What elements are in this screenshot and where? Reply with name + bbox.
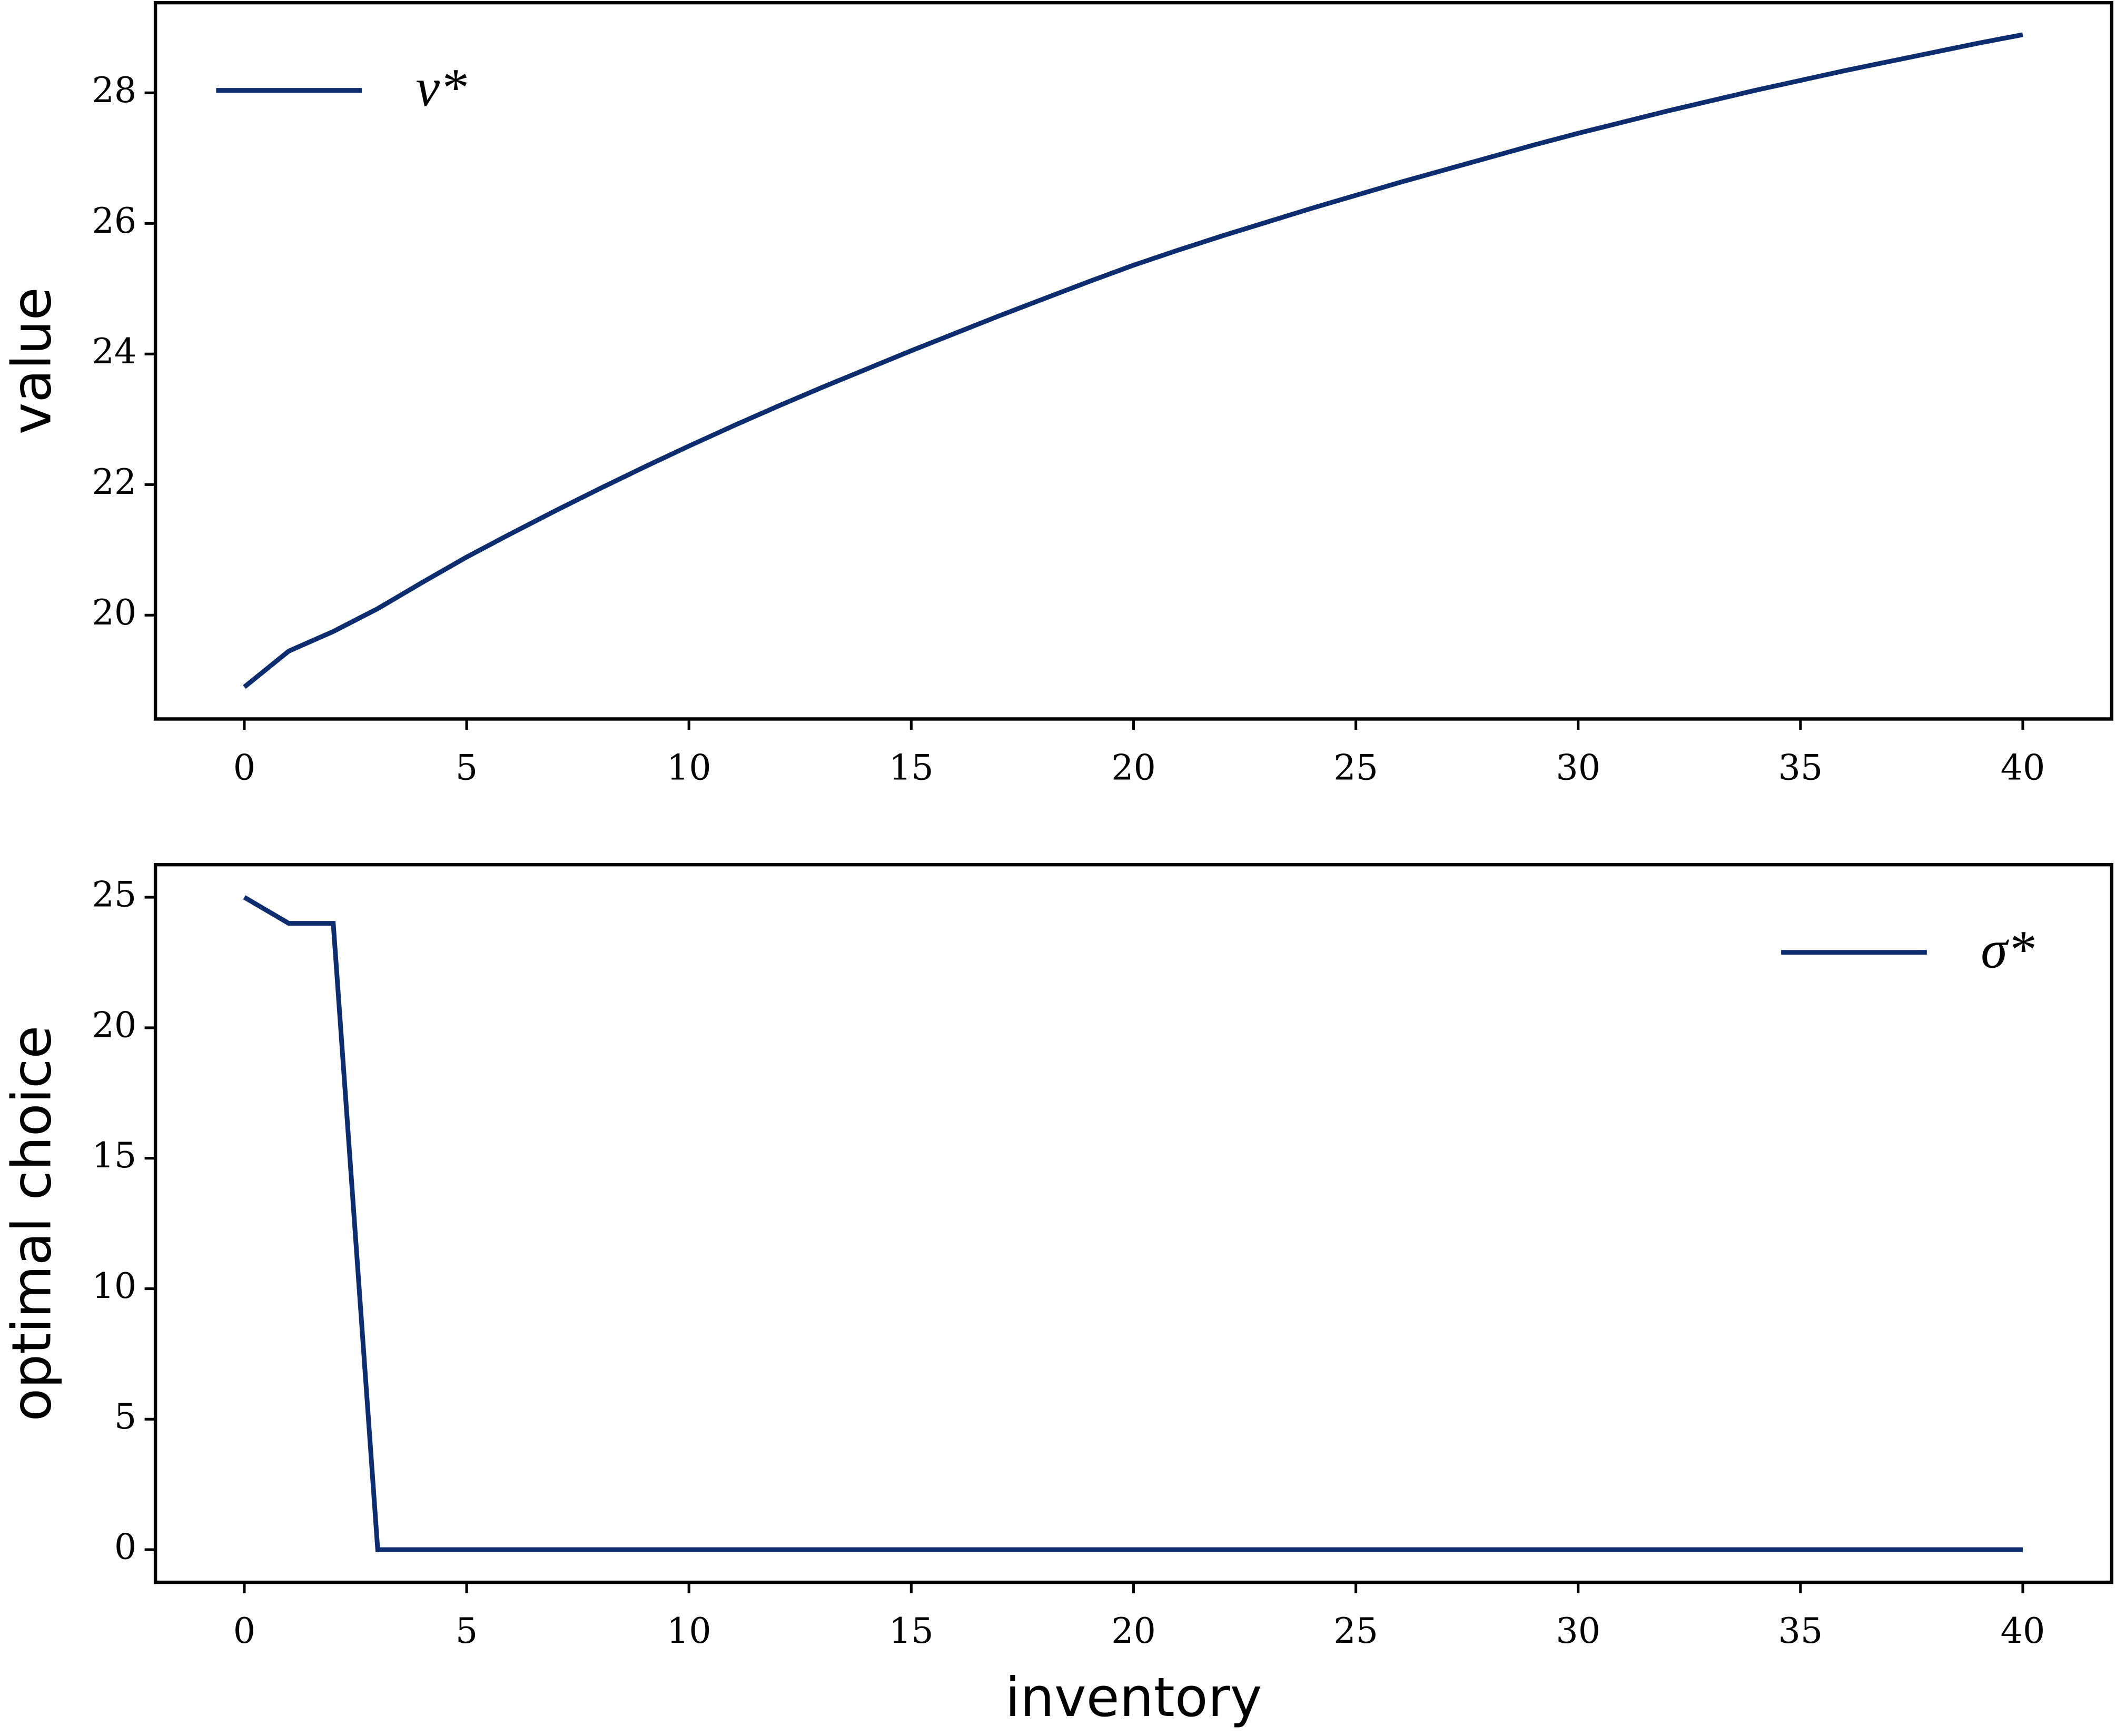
- y-tick-label: 0: [114, 1526, 136, 1568]
- legend-label: v*: [416, 58, 467, 117]
- x-tick-label: 40: [2001, 1610, 2045, 1651]
- plot-frame: [153, 862, 2114, 1584]
- data-line: [243, 32, 2023, 689]
- x-tick-label: 10: [667, 1610, 711, 1651]
- x-tick-label: 20: [1111, 747, 1156, 788]
- y-tick-label: 20: [92, 1004, 136, 1045]
- x-tick-label: 25: [1333, 1610, 1378, 1651]
- y-axis-label: optimal choice: [1, 1026, 63, 1422]
- x-tick-label: 35: [1778, 1610, 1823, 1651]
- x-tick-label: 30: [1556, 1610, 1600, 1651]
- data-line: [243, 895, 2023, 1552]
- y-axis-label: value: [1, 287, 63, 434]
- x-tick-label: 5: [456, 747, 478, 788]
- x-tick-label: 15: [889, 1610, 934, 1651]
- y-tick-label: 28: [92, 70, 136, 111]
- x-tick-label: 20: [1111, 1610, 1156, 1651]
- x-tick-label: 0: [233, 747, 255, 788]
- x-tick-label: 35: [1778, 747, 1823, 788]
- x-tick-label: 40: [2001, 747, 2045, 788]
- x-tick-label: 10: [667, 747, 711, 788]
- y-tick-label: 10: [92, 1265, 136, 1306]
- y-tick-label: 25: [92, 874, 136, 915]
- x-tick-label: 0: [233, 1610, 255, 1651]
- legend-label: σ*: [1981, 920, 2035, 979]
- x-axis-label: inventory: [1005, 1666, 1262, 1729]
- plot-frame: [153, 1, 2114, 721]
- x-tick-label: 25: [1333, 747, 1378, 788]
- y-tick-label: 22: [92, 461, 136, 502]
- y-tick-label: 20: [92, 592, 136, 633]
- y-tick-label: 5: [114, 1396, 136, 1437]
- x-tick-label: 15: [889, 747, 934, 788]
- y-tick-label: 24: [92, 331, 136, 372]
- x-tick-label: 5: [456, 1610, 478, 1651]
- y-tick-label: 15: [92, 1135, 136, 1176]
- x-tick-label: 30: [1556, 747, 1600, 788]
- y-tick-label: 26: [92, 200, 136, 241]
